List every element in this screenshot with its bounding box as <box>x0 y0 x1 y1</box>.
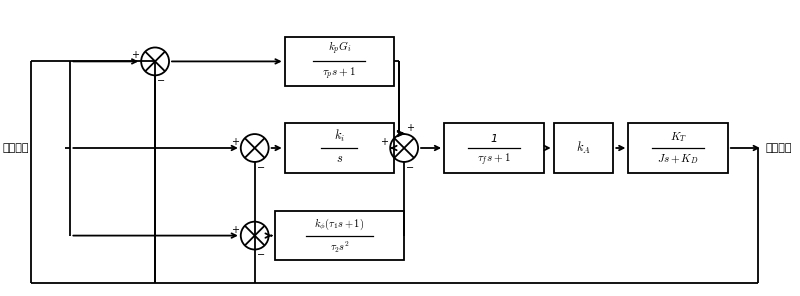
Bar <box>444 123 543 173</box>
Bar <box>554 123 614 173</box>
Text: $\tau_2 s^2$: $\tau_2 s^2$ <box>330 239 350 255</box>
Text: $s$: $s$ <box>336 152 343 165</box>
Bar <box>274 211 404 260</box>
Bar <box>285 123 394 173</box>
Text: −: − <box>257 163 265 173</box>
Text: $\tau_p s+1$: $\tau_p s+1$ <box>322 65 356 82</box>
Text: $k_\phi(\tau_1 s+1)$: $k_\phi(\tau_1 s+1)$ <box>314 216 365 231</box>
Text: −: − <box>157 76 165 86</box>
Text: $k_i$: $k_i$ <box>334 128 345 144</box>
Text: 转速反馈: 转速反馈 <box>766 143 792 153</box>
Text: +: + <box>131 50 139 60</box>
Text: −: − <box>406 163 414 173</box>
Text: +: + <box>380 137 388 147</box>
Text: $k_p G_i$: $k_p G_i$ <box>328 40 351 57</box>
Text: $\tau_f s+1$: $\tau_f s+1$ <box>477 152 510 168</box>
Text: $k_A$: $k_A$ <box>576 140 591 156</box>
Text: +: + <box>230 137 238 147</box>
Text: −: − <box>257 250 265 260</box>
Bar <box>285 36 394 86</box>
Bar <box>628 123 728 173</box>
Text: 转速参考: 转速参考 <box>2 143 29 153</box>
Text: +: + <box>230 225 238 235</box>
Text: $K_T$: $K_T$ <box>670 130 686 144</box>
Text: 1: 1 <box>490 134 498 144</box>
Text: $Js+K_D$: $Js+K_D$ <box>658 152 699 166</box>
Text: +: + <box>406 123 414 133</box>
